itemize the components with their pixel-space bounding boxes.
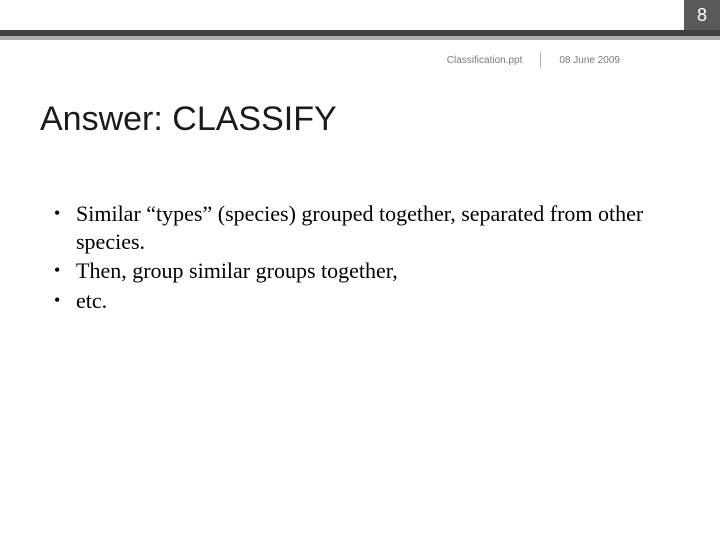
bullet-text: Similar “types” (species) grouped togeth…	[76, 200, 654, 255]
bullet-text: etc.	[76, 287, 654, 315]
page-number: 8	[697, 5, 707, 26]
list-item: • Then, group similar groups together,	[54, 257, 654, 285]
meta-row: Classification.ppt 08 June 2009	[0, 52, 720, 68]
meta-filename: Classification.ppt	[447, 55, 523, 66]
slide-title: Answer: CLASSIFY	[40, 100, 337, 139]
list-item: • etc.	[54, 287, 654, 315]
bullet-text: Then, group similar groups together,	[76, 257, 654, 285]
list-item: • Similar “types” (species) grouped toge…	[54, 200, 654, 255]
page-number-box: 8	[684, 0, 720, 30]
meta-date: 08 June 2009	[559, 55, 620, 66]
header-bar-light	[0, 36, 720, 40]
bullet-dot-icon: •	[54, 287, 76, 314]
bullet-list: • Similar “types” (species) grouped toge…	[54, 200, 654, 316]
bullet-dot-icon: •	[54, 257, 76, 284]
meta-divider	[540, 52, 541, 68]
bullet-dot-icon: •	[54, 200, 76, 227]
